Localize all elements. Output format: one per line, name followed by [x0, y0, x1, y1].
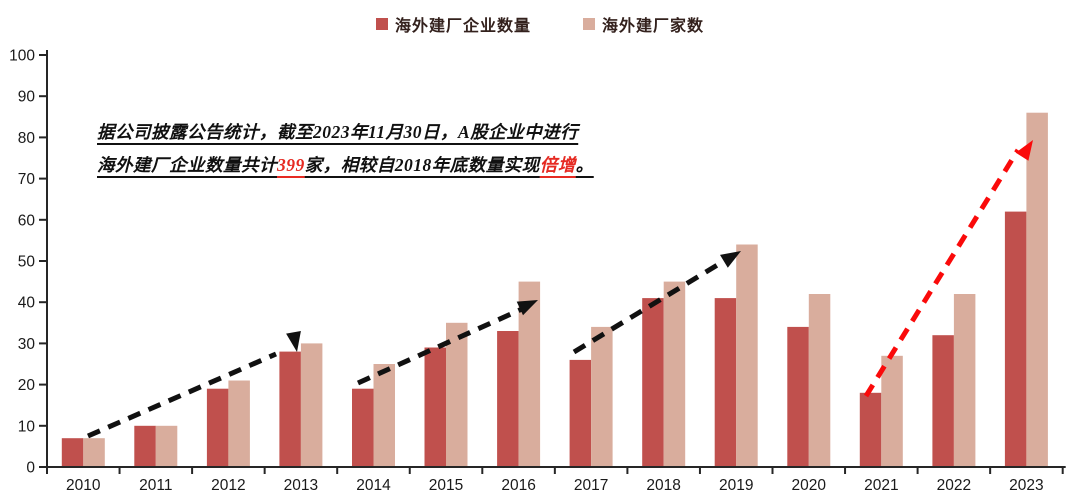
legend-swatch-dark-red [375, 18, 388, 30]
bar-2018-s1 [663, 281, 686, 467]
bar-2013-s0 [279, 351, 301, 467]
bar-2023-s0 [1004, 211, 1027, 467]
arrowhead-icon [720, 251, 741, 268]
bar-2013-s1 [300, 343, 323, 467]
bar-2012-s0 [206, 388, 229, 467]
x-tick-label-2011: 2011 [139, 477, 172, 494]
trend-arrow-red [863, 140, 1033, 398]
arrow-dashed-line [356, 306, 524, 386]
legend-label-overseas-companies: 海外建厂企业数量 [394, 18, 531, 35]
x-tick-label-2016: 2016 [501, 477, 535, 494]
bar-2012-s1 [228, 380, 250, 467]
arrow-dashed-line [572, 258, 726, 355]
y-tick-label: 90 [18, 89, 36, 106]
y-tick-label: 80 [18, 130, 36, 147]
arrow-dashed-line [863, 148, 1021, 398]
bar-2016-s0 [497, 331, 519, 467]
bar-2022-s1 [953, 294, 976, 467]
y-tick-label: 100 [9, 48, 35, 65]
bar-2017-s0 [569, 359, 592, 467]
bar-2023-s1 [1026, 112, 1048, 467]
arrow-dashed-line [87, 351, 277, 439]
bar-2018-s0 [642, 298, 664, 467]
y-tick-label: 40 [18, 295, 36, 312]
bar-2016-s1 [518, 281, 541, 467]
bars-group [61, 112, 1048, 467]
bar-2021-s0 [859, 392, 882, 467]
x-tick-label-2014: 2014 [356, 477, 391, 494]
trend-arrow-black-1 [87, 331, 301, 439]
bar-2014-s1 [373, 364, 395, 467]
bar-2010-s1 [83, 438, 105, 467]
arrowhead-icon [516, 300, 538, 316]
y-tick-label: 70 [18, 171, 36, 188]
bar-2015-s0 [424, 347, 446, 467]
legend-label-overseas-factories: 海外建厂家数 [602, 18, 705, 35]
trend-arrow-black-2 [356, 300, 538, 386]
x-tick-label-2018: 2018 [646, 477, 680, 494]
x-tick-label-2015: 2015 [429, 477, 463, 494]
annotation-highlight-doubling: 倍增 [539, 155, 576, 175]
y-tick-label: 50 [18, 254, 36, 271]
bar-2010-s0 [61, 438, 84, 467]
bar-2011-s0 [134, 425, 156, 467]
annotation-highlight-399: 399 [277, 155, 305, 175]
annotation-line-2: 海外建厂企业数量共计399家，相较自2018年底数量实现倍增。 [97, 149, 682, 182]
annotation-text-2b: 家，相较自2018年底数量实现 [304, 155, 540, 175]
y-tick-label: 10 [18, 418, 36, 435]
annotation-line-1: 据公司披露公告统计，截至2023年11月30日，A股企业中进行 [97, 116, 682, 149]
bar-2015-s1 [446, 322, 468, 467]
x-tick-label-2012: 2012 [211, 477, 245, 494]
annotation-text-2a: 海外建厂企业数量共计 [97, 155, 277, 175]
bar-2022-s0 [932, 335, 954, 467]
arrowhead-icon [286, 331, 301, 352]
trend-arrow-black-3 [572, 251, 741, 355]
x-tick-label-2010: 2010 [66, 477, 101, 494]
chart-legend: 海外建厂企业数量 海外建厂家数 [0, 12, 1080, 36]
y-tick-label: 60 [18, 212, 36, 229]
y-tick-label: 0 [26, 460, 35, 477]
y-tick-label: 20 [18, 377, 36, 394]
x-tick-label-2019: 2019 [719, 477, 753, 494]
legend-item-overseas-companies: 海外建厂企业数量 [375, 12, 531, 36]
x-tick-label-2023: 2023 [1009, 477, 1043, 494]
bar-2019-s1 [736, 244, 758, 467]
axes-group: 0 10 20 30 40 50 60 70 80 90 100 2010 2011 2012 2013 20… [9, 48, 1066, 494]
bar-2017-s1 [591, 326, 613, 467]
x-tick-label-2022: 2022 [937, 477, 971, 494]
annotation-text-2c: 。 [575, 155, 594, 175]
x-tick-label-2017: 2017 [574, 477, 608, 494]
legend-item-overseas-factories: 海外建厂家数 [583, 12, 704, 36]
legend-swatch-light-tan [583, 18, 595, 30]
bar-2020-s1 [808, 294, 831, 467]
arrowhead-icon [1015, 140, 1033, 161]
y-tick-label: 30 [18, 336, 36, 353]
bar-2014-s0 [352, 388, 374, 467]
bar-2019-s0 [714, 298, 737, 467]
bar-2021-s1 [881, 355, 903, 467]
x-tick-label-2020: 2020 [792, 477, 827, 494]
annotation-note: 据公司披露公告统计，截至2023年11月30日，A股企业中进行 海外建厂企业数量… [97, 116, 682, 182]
bar-2020-s0 [787, 326, 809, 467]
bar-2011-s1 [155, 425, 178, 467]
x-tick-label-2013: 2013 [284, 477, 318, 494]
annotation-text-1: 据公司披露公告统计，截至2023年11月30日，A股企业中进行 [97, 122, 579, 142]
x-tick-label-2021: 2021 [864, 477, 898, 494]
